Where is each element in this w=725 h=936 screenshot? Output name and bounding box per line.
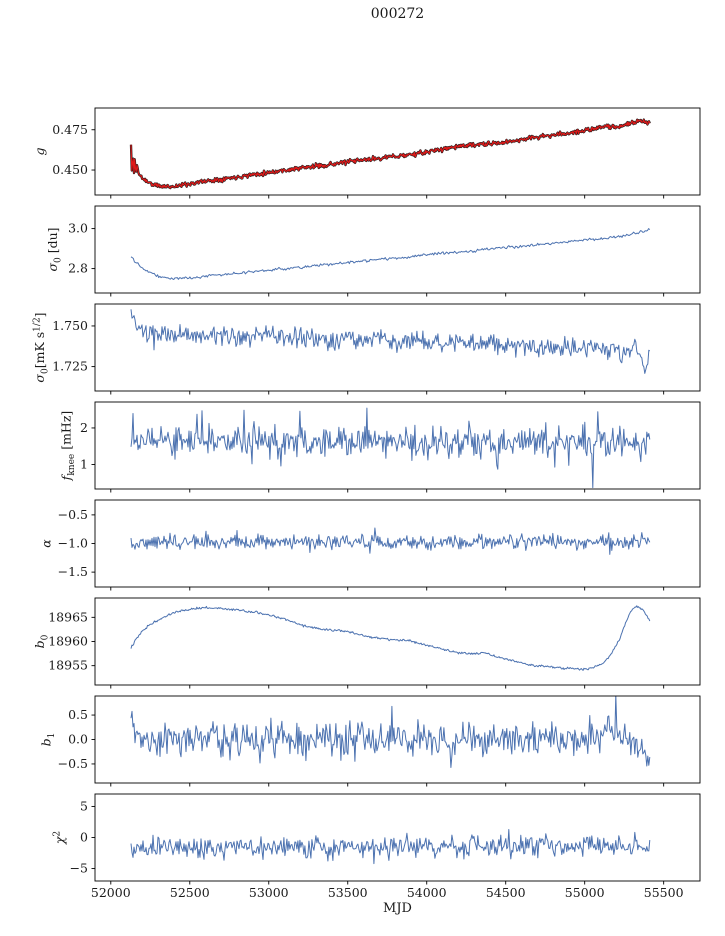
y-tick-label: 1 — [80, 457, 88, 472]
y-axis-label-g: g — [32, 147, 47, 155]
y-tick-label: 5 — [80, 798, 88, 813]
y-tick-label: 2.8 — [68, 261, 88, 276]
x-tick-label: 54500 — [486, 885, 526, 900]
x-tick-label: 54000 — [407, 885, 447, 900]
y-tick-label: 0.0 — [68, 732, 88, 747]
y-tick-label: −1.5 — [58, 564, 88, 579]
panel-lines — [130, 309, 651, 374]
x-tick-label: 52000 — [91, 885, 131, 900]
series-line-g — [129, 118, 651, 190]
panel-border — [94, 401, 701, 490]
y-tick-label: 1.750 — [52, 318, 88, 333]
y-tick-label: −1.0 — [58, 536, 88, 551]
y-tick-label: −5 — [70, 861, 88, 876]
y-tick-label: −0.5 — [58, 756, 88, 771]
x-tick-label: 53000 — [249, 885, 289, 900]
y-tick-label: 18960 — [48, 634, 88, 649]
panel-sigma0-du: 2.8 3.0 σ0 [du] — [45, 205, 701, 297]
x-tick-label: 53500 — [328, 885, 368, 900]
series-line-chi2 — [130, 829, 651, 865]
y-tick-label: 0.475 — [52, 122, 88, 137]
y-axis-label-chi2: χ2 — [52, 831, 67, 845]
panel-border — [94, 107, 701, 196]
panel-border — [94, 793, 701, 882]
panel-lines — [130, 829, 651, 865]
panel-border — [94, 205, 701, 294]
panel-lines — [130, 605, 651, 671]
x-tick-label: 55500 — [644, 885, 684, 900]
panel-b0: 18955 18960 18965 b0 — [32, 597, 701, 689]
y-tick-label: 0 — [80, 830, 88, 845]
panel-lines — [130, 527, 651, 555]
x-axis-label: MJD — [383, 901, 412, 916]
y-tick-label: 18965 — [48, 609, 88, 624]
panel-lines — [130, 696, 651, 768]
figure-title: 000272 — [370, 6, 425, 22]
series-line-b1 — [130, 696, 651, 768]
y-tick-label: 0.450 — [52, 162, 88, 177]
panel-alpha: −1.5 −1.0 −0.5 α — [39, 499, 701, 591]
panel-b1: −0.5 0.0 0.5 b1 — [39, 695, 701, 787]
y-axis-label-b0: b0 — [32, 634, 51, 648]
y-tick-label: 3.0 — [68, 221, 88, 236]
y-axis-label-sigma0-mks: σ0[mK s1/2] — [32, 312, 51, 382]
panel-lines — [129, 118, 651, 190]
y-tick-label: 2 — [80, 420, 88, 435]
panel-chi2: −5 0 5 52000 52500 53000 53500 54000 54500 55000 5… — [52, 793, 701, 900]
panel-border — [94, 303, 701, 392]
series-line-sigma0-mks — [130, 309, 651, 374]
y-axis-label-sigma0-du: σ0 [du] — [45, 227, 64, 271]
x-tick-label: 55000 — [565, 885, 605, 900]
panel-g: 0.450 0.475 g — [32, 107, 701, 199]
y-axis-label-alpha: α — [39, 539, 54, 548]
y-tick-label: 1.725 — [52, 359, 88, 374]
series-line-alpha — [130, 527, 651, 555]
panel-lines — [130, 228, 651, 280]
x-tick-label: 52500 — [170, 885, 210, 900]
y-axis-label-fknee: fknee [mHz] — [58, 411, 77, 482]
y-tick-label: 18955 — [48, 658, 88, 673]
series-line-b0 — [130, 605, 651, 671]
panel-border — [94, 597, 701, 686]
series-line-g-overlay — [130, 119, 651, 189]
y-axis-label-b1: b1 — [39, 733, 58, 747]
series-line-fknee — [130, 407, 651, 489]
panel-lines — [130, 407, 651, 489]
series-line-sigma0-du — [130, 228, 651, 280]
y-tick-label: −0.5 — [58, 507, 88, 522]
y-tick-label: 0.5 — [68, 707, 88, 722]
